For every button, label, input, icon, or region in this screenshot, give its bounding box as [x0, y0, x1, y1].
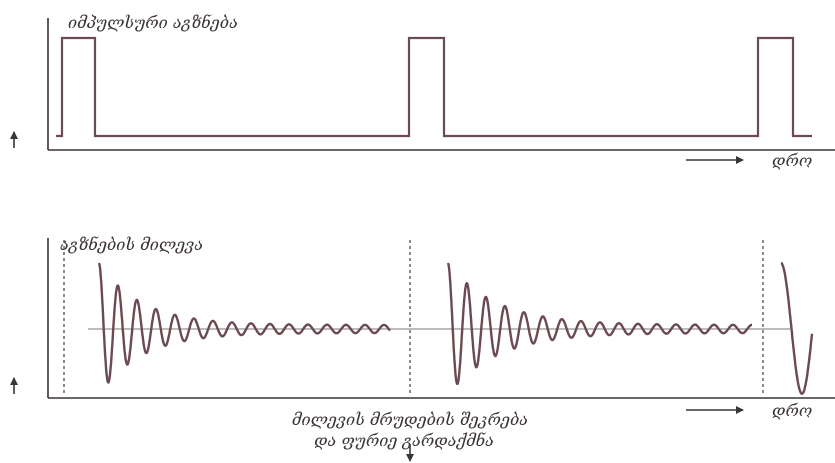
bottom-panel: აგზნების მილევა დრო მილევის მრუდების შეკ…	[10, 235, 835, 462]
top-panel-title: იმპულსური აგზნება	[68, 13, 238, 32]
caption-line-2: და ფურიე გარდაქმნა	[314, 431, 494, 450]
top-panel: იმპულსური აგზნება დრო	[10, 13, 835, 170]
decay-curve-3	[780, 261, 814, 395]
decay-curve-1	[97, 262, 391, 384]
top-x-axis-label: დრო	[772, 151, 812, 170]
caption-line-1: მილევის მრუდების შეკრება	[292, 410, 528, 429]
bottom-panel-title: აგზნების მილევა	[60, 235, 203, 254]
pulse-train	[56, 36, 812, 138]
decay-curve-2	[446, 262, 753, 386]
bottom-x-axis-label: დრო	[772, 401, 812, 420]
